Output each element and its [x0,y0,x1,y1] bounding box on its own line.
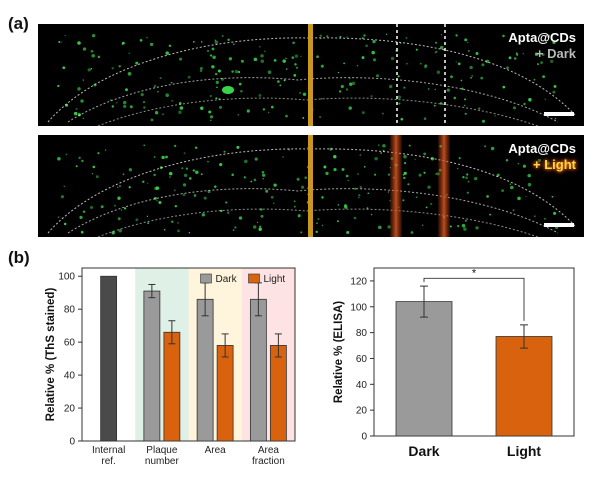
y-tick-label: 0 [69,437,75,448]
laser-stripe [390,135,402,237]
bar-dark [395,301,453,437]
x-tick-label: Area [258,445,280,456]
category-background [135,268,189,441]
panel-a-label: (a) [8,14,29,33]
significance-bracket: * [423,267,525,321]
bar-light [163,331,181,442]
x-tick-label: number [145,456,180,467]
fluorescent-plaques [57,33,557,123]
fluorescent-plaques [57,144,559,235]
x-tick-label: ref. [101,456,115,467]
y-tick-label: 60 [356,354,368,365]
scale-bar [544,112,574,116]
y-tick-label: 20 [64,404,76,415]
bar-dark [143,290,161,442]
y-tick-label: 80 [356,328,368,339]
y-axis-label: Relative % (ELISA) [333,301,345,403]
legend: Dark Light [200,273,286,285]
bar-light [495,336,553,437]
micrograph-light-image [47,135,577,237]
y-tick-label: 40 [64,371,76,382]
bar-dark [249,298,267,442]
y-axis-label: Relative % (ThS stained) [45,288,57,422]
micrograph-light: Apta@CDs + Light [38,135,584,237]
midline-marker [308,24,313,126]
legend-label: Dark [216,274,238,285]
micrograph-dark: Apta@CDs + Dark [38,24,584,126]
elisa-chart: 0 20 40 60 80 100 120 Relative % (ELISA) Dark Lig… [333,267,575,459]
bar-light [269,345,287,442]
y-tick-label: 80 [64,305,76,316]
category-background [188,268,242,441]
x-tick-label: Area [205,445,227,456]
y-tick-label: 40 [356,380,368,391]
y-tick-label: 20 [356,406,368,417]
bar-internal [100,275,118,442]
bar-dark [196,298,214,442]
category-background [241,268,295,441]
bar-light [216,345,234,442]
y-tick-label: 0 [361,432,367,443]
x-tick-label: Plaque [146,445,178,456]
y-tick-label: 100 [58,272,75,283]
x-tick-label: Light [507,443,542,459]
panel-b-label: (b) [8,248,30,267]
legend-label: Light [264,274,286,285]
plot-frame [373,267,575,437]
x-tick-label: fraction [252,456,285,467]
y-tick-label: 60 [64,338,76,349]
significance-marker: * [472,267,477,279]
y-tick-label: 120 [350,276,367,287]
micrograph-dark-caption: Apta@CDs + Dark [508,30,576,61]
x-tick-label: Dark [408,443,439,459]
laser-stripe [438,135,450,237]
midline-marker [308,135,313,237]
scale-bar [544,223,574,227]
micrograph-light-caption: Apta@CDs + Light [508,141,576,172]
plot-frame [81,267,296,442]
x-tick-label: Internal [92,445,125,456]
legend-swatch [248,273,260,284]
micrograph-dark-image [47,24,577,126]
legend-swatch [200,273,212,284]
y-tick-label: 100 [350,302,367,313]
